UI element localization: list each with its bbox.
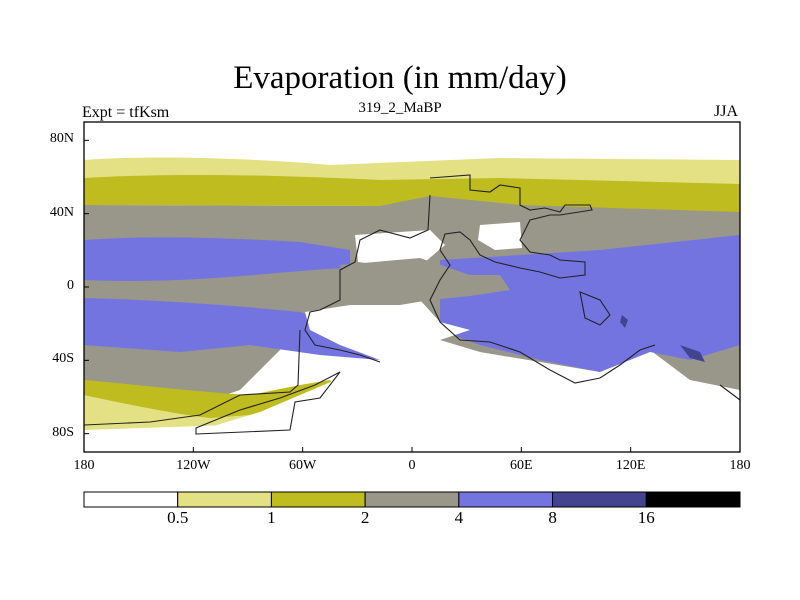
coastline-island: [719, 384, 740, 401]
evaporation-field: [84, 122, 740, 452]
continent-white-central: [478, 222, 522, 250]
continent-white-antarctic: [200, 372, 380, 436]
coastline-eurasia: [429, 174, 656, 384]
x-tick-label: 180: [729, 458, 751, 473]
coastline-americas: [304, 194, 431, 363]
band-blue-south: [84, 298, 380, 360]
season-label: JJA: [713, 103, 738, 120]
period-label: 319_2_MaBP: [358, 100, 442, 116]
colorbar-level-label: 8: [548, 508, 557, 527]
coastline-australia: [579, 291, 611, 326]
dark-blue-patch: [620, 315, 628, 328]
ocean-blue-east: [440, 235, 740, 372]
y-tick-label: 80S: [52, 424, 74, 440]
x-tick-label: 0: [408, 458, 416, 473]
y-tick-label: 0: [67, 278, 74, 293]
x-tick-label: 180: [73, 458, 95, 473]
colorbar-swatch: [552, 491, 647, 508]
dark-blue-patch: [680, 345, 705, 362]
x-tick-label: 60W: [289, 458, 317, 473]
x-tick-label: 120W: [176, 458, 211, 473]
continent-white-na: [355, 230, 445, 266]
colorbar-swatch: [364, 491, 460, 508]
colorbar-swatch: [83, 491, 179, 508]
colorbar-level-label: 16: [637, 508, 655, 527]
x-tick-label: 120E: [615, 458, 646, 473]
x-tick-label: 60E: [510, 458, 533, 473]
colorbar-level-label: 2: [360, 508, 370, 527]
coastline-antarctic: [195, 371, 341, 435]
band-north-olive: [84, 174, 740, 216]
colorbar-level-label: 4: [454, 508, 464, 527]
map-title: Evaporation (in mm/day): [233, 60, 567, 96]
colorbar-swatch: [270, 491, 366, 508]
colorbar-level-label: 1: [267, 508, 276, 527]
y-tick-label: 40S: [52, 351, 74, 367]
experiment-label: Expt = tfKsm: [82, 104, 170, 121]
land-grey-africa: [340, 258, 510, 305]
coastline-southamerica: [84, 329, 301, 426]
colorbar-swatch: [458, 491, 554, 508]
y-tick-label: 80N: [49, 131, 74, 147]
y-tick-label: 40N: [49, 204, 74, 220]
colorbar-swatch: [177, 491, 272, 508]
continent-white-sa: [305, 300, 470, 360]
colorbar-level-label: 0.5: [167, 508, 189, 527]
colorbar-swatch: [645, 491, 741, 508]
colorbar: [83, 491, 741, 508]
band-blue-north: [84, 237, 350, 282]
